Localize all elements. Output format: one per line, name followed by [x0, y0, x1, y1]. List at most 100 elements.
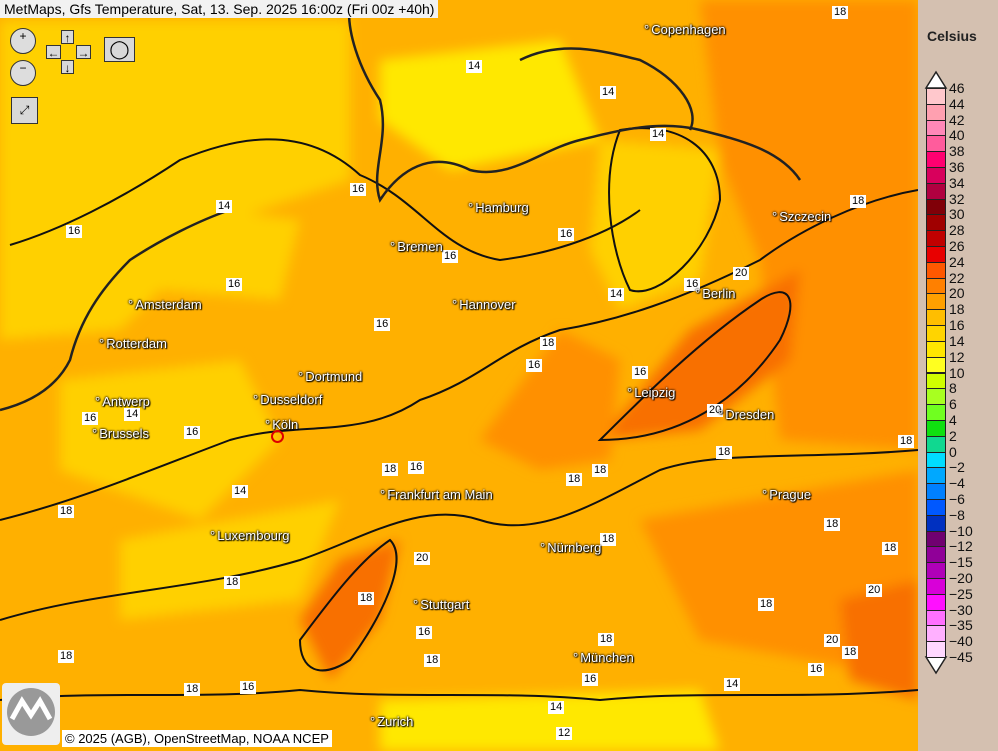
legend-swatch [926, 372, 946, 390]
legend-swatch [926, 577, 946, 595]
contour-label: 18 [592, 464, 609, 477]
legend-label: −4 [949, 475, 965, 492]
city-label: Prague [762, 487, 811, 502]
city-label: Dortmund [298, 369, 362, 384]
temperature-zone [300, 540, 400, 680]
legend-swatch [926, 277, 946, 295]
contour-label: 20 [733, 267, 750, 280]
contour-label: 18 [850, 195, 867, 208]
contour-label: 18 [832, 6, 849, 19]
temperature-zone [0, 20, 350, 340]
temperature-field [0, 0, 918, 751]
contour-label: 20 [414, 552, 431, 565]
city-label: Zurich [370, 714, 413, 729]
city-label: Brussels [92, 426, 149, 441]
city-label: Hannover [452, 297, 515, 312]
city-label: Köln [265, 417, 298, 432]
city-label: Copenhagen [644, 22, 725, 37]
contour-label: 14 [466, 60, 483, 73]
legend-swatch [926, 151, 946, 169]
legend-arrow-down-icon [924, 656, 948, 675]
legend-swatch [926, 467, 946, 485]
pan-down-button[interactable]: ↓ [61, 60, 74, 75]
legend-swatch [926, 404, 946, 421]
legend-label: 34 [949, 174, 965, 191]
contour-label: 18 [184, 683, 201, 696]
legend-swatch [926, 246, 946, 263]
city-label: Berlin [695, 286, 735, 301]
fullscreen-button[interactable]: ⤢ [11, 97, 38, 124]
legend-swatch [926, 641, 946, 658]
contour-label: 16 [66, 225, 83, 238]
city-label: Dresden [718, 407, 774, 422]
legend-swatch [926, 293, 946, 311]
contour-label: 18 [716, 446, 733, 459]
zoom-out-button[interactable]: − [10, 60, 36, 86]
contour-line [9, 138, 641, 262]
legend-label: 36 [949, 159, 965, 176]
legend-label: −12 [949, 538, 973, 555]
city-label: Leipzig [627, 385, 675, 400]
map-title: MetMaps, Gfs Temperature, Sat, 13. Sep. … [0, 0, 439, 18]
temperature-zone [840, 580, 918, 700]
city-label: Stuttgart [413, 597, 469, 612]
contour-label: 18 [58, 650, 75, 663]
contour-label: 16 [526, 359, 543, 372]
contour-label: 20 [866, 584, 883, 597]
legend-label: −30 [949, 601, 973, 618]
contour-label: 14 [216, 200, 233, 213]
legend-label: 40 [949, 127, 965, 144]
contour-label: 18 [382, 463, 399, 476]
legend-arrow-up-icon [924, 70, 948, 89]
city-label: München [573, 650, 633, 665]
pan-left-button[interactable]: ← [46, 45, 61, 60]
legend-label: 22 [949, 269, 965, 286]
legend-label: 0 [949, 443, 957, 460]
city-label: Dusseldorf [253, 392, 322, 407]
legend-swatch [926, 103, 946, 121]
legend-label: −15 [949, 554, 973, 571]
legend-swatch [926, 325, 946, 342]
city-label: Bremen [390, 239, 443, 254]
contour-label: 18 [758, 598, 775, 611]
city-label: Hamburg [468, 200, 528, 215]
contour-label: 18 [600, 533, 617, 546]
legend-swatch [926, 562, 946, 579]
legend-label: 30 [949, 206, 965, 223]
zoom-in-button[interactable]: + [10, 28, 36, 54]
legend-swatch [926, 198, 946, 216]
legend-swatch [926, 483, 946, 500]
contour-label: 16 [416, 626, 433, 639]
contour-line [0, 189, 918, 521]
legend-swatch [926, 435, 946, 453]
legend-swatch [926, 498, 946, 516]
legend-swatch [926, 419, 946, 437]
contour-line [608, 127, 722, 293]
contour-label: 14 [650, 128, 667, 141]
legend-label: 18 [949, 301, 965, 318]
legend-swatch [926, 167, 946, 184]
legend-label: 16 [949, 317, 965, 334]
legend-swatch [926, 182, 946, 200]
temperature-map[interactable]: Copenhagen Hamburg Szczecin Bremen Berlin Ams… [0, 0, 918, 751]
legend-swatch [926, 356, 946, 374]
camera-button[interactable]: ◯ [104, 37, 135, 62]
legend-label: 2 [949, 427, 957, 444]
contour-label: 14 [724, 678, 741, 691]
pan-up-button[interactable]: ↑ [61, 30, 74, 45]
contour-label: 18 [58, 505, 75, 518]
contour-label: 18 [224, 576, 241, 589]
legend-swatch [926, 261, 946, 279]
pan-right-button[interactable]: → [76, 45, 91, 60]
legend-label: −10 [949, 522, 973, 539]
contour-label: 20 [824, 634, 841, 647]
legend-swatch [926, 546, 946, 564]
temperature-zone [120, 500, 340, 620]
contour-label: 16 [226, 278, 243, 291]
legend-swatch [926, 625, 946, 643]
legend-label: 42 [949, 111, 965, 128]
contour-label: 18 [882, 542, 899, 555]
contour-label: 18 [424, 654, 441, 667]
contour-label: 18 [824, 518, 841, 531]
contour-label: 16 [240, 681, 257, 694]
